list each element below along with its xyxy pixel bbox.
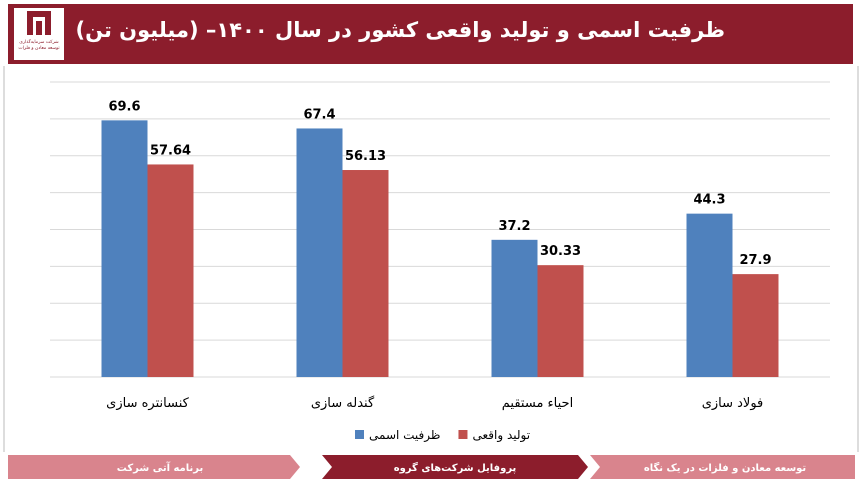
bar [491,239,538,377]
footer-tab-label: برنامه آتی شرکت [117,461,203,474]
x-tick-label: فولاد سازی [702,396,764,411]
bar [732,274,779,377]
x-tick-label: کنسانتره سازی [106,396,189,411]
legend-swatch [458,430,468,439]
logo-icon [27,11,51,35]
legend-swatch [355,430,364,439]
logo-text: شرکت سرمایه‌گذاری توسعه معادن و فلزات [18,40,60,51]
bar [101,120,148,377]
bar [147,164,194,377]
logo: شرکت سرمایه‌گذاری توسعه معادن و فلزات [14,8,64,60]
value-label: 57.64 [150,143,191,158]
value-label: 67.4 [303,107,335,122]
value-label: 37.2 [498,219,530,234]
legend-label: تولید واقعی [472,428,530,443]
footer-tab[interactable] [590,455,855,479]
footer-tab[interactable] [322,455,588,479]
value-label: 56.13 [345,149,386,164]
chart-title: ظرفیت اسمی و تولید واقعی کشور در سال ۱۴۰… [75,18,725,42]
x-tick-label: گندله سازی [311,395,375,411]
value-label: 69.6 [108,99,140,114]
bar [686,213,733,377]
value-label: 27.9 [739,253,771,268]
bar [342,170,389,377]
bar [296,128,343,377]
header-band: شرکت سرمایه‌گذاری توسعه معادن و فلزات ظر… [8,4,853,64]
footer-tab[interactable] [8,455,300,479]
footer-tab-label: توسعه معادن و فلزات در یک نگاه [644,461,807,474]
bar [537,265,584,377]
footer-tab-label: پروفایل شرکت‌های گروه [394,461,517,474]
value-label: 44.3 [693,193,725,208]
x-tick-label: احیاء مستقیم [502,396,573,411]
value-label: 30.33 [540,244,581,259]
legend-label: ظرفیت اسمی [369,428,440,443]
